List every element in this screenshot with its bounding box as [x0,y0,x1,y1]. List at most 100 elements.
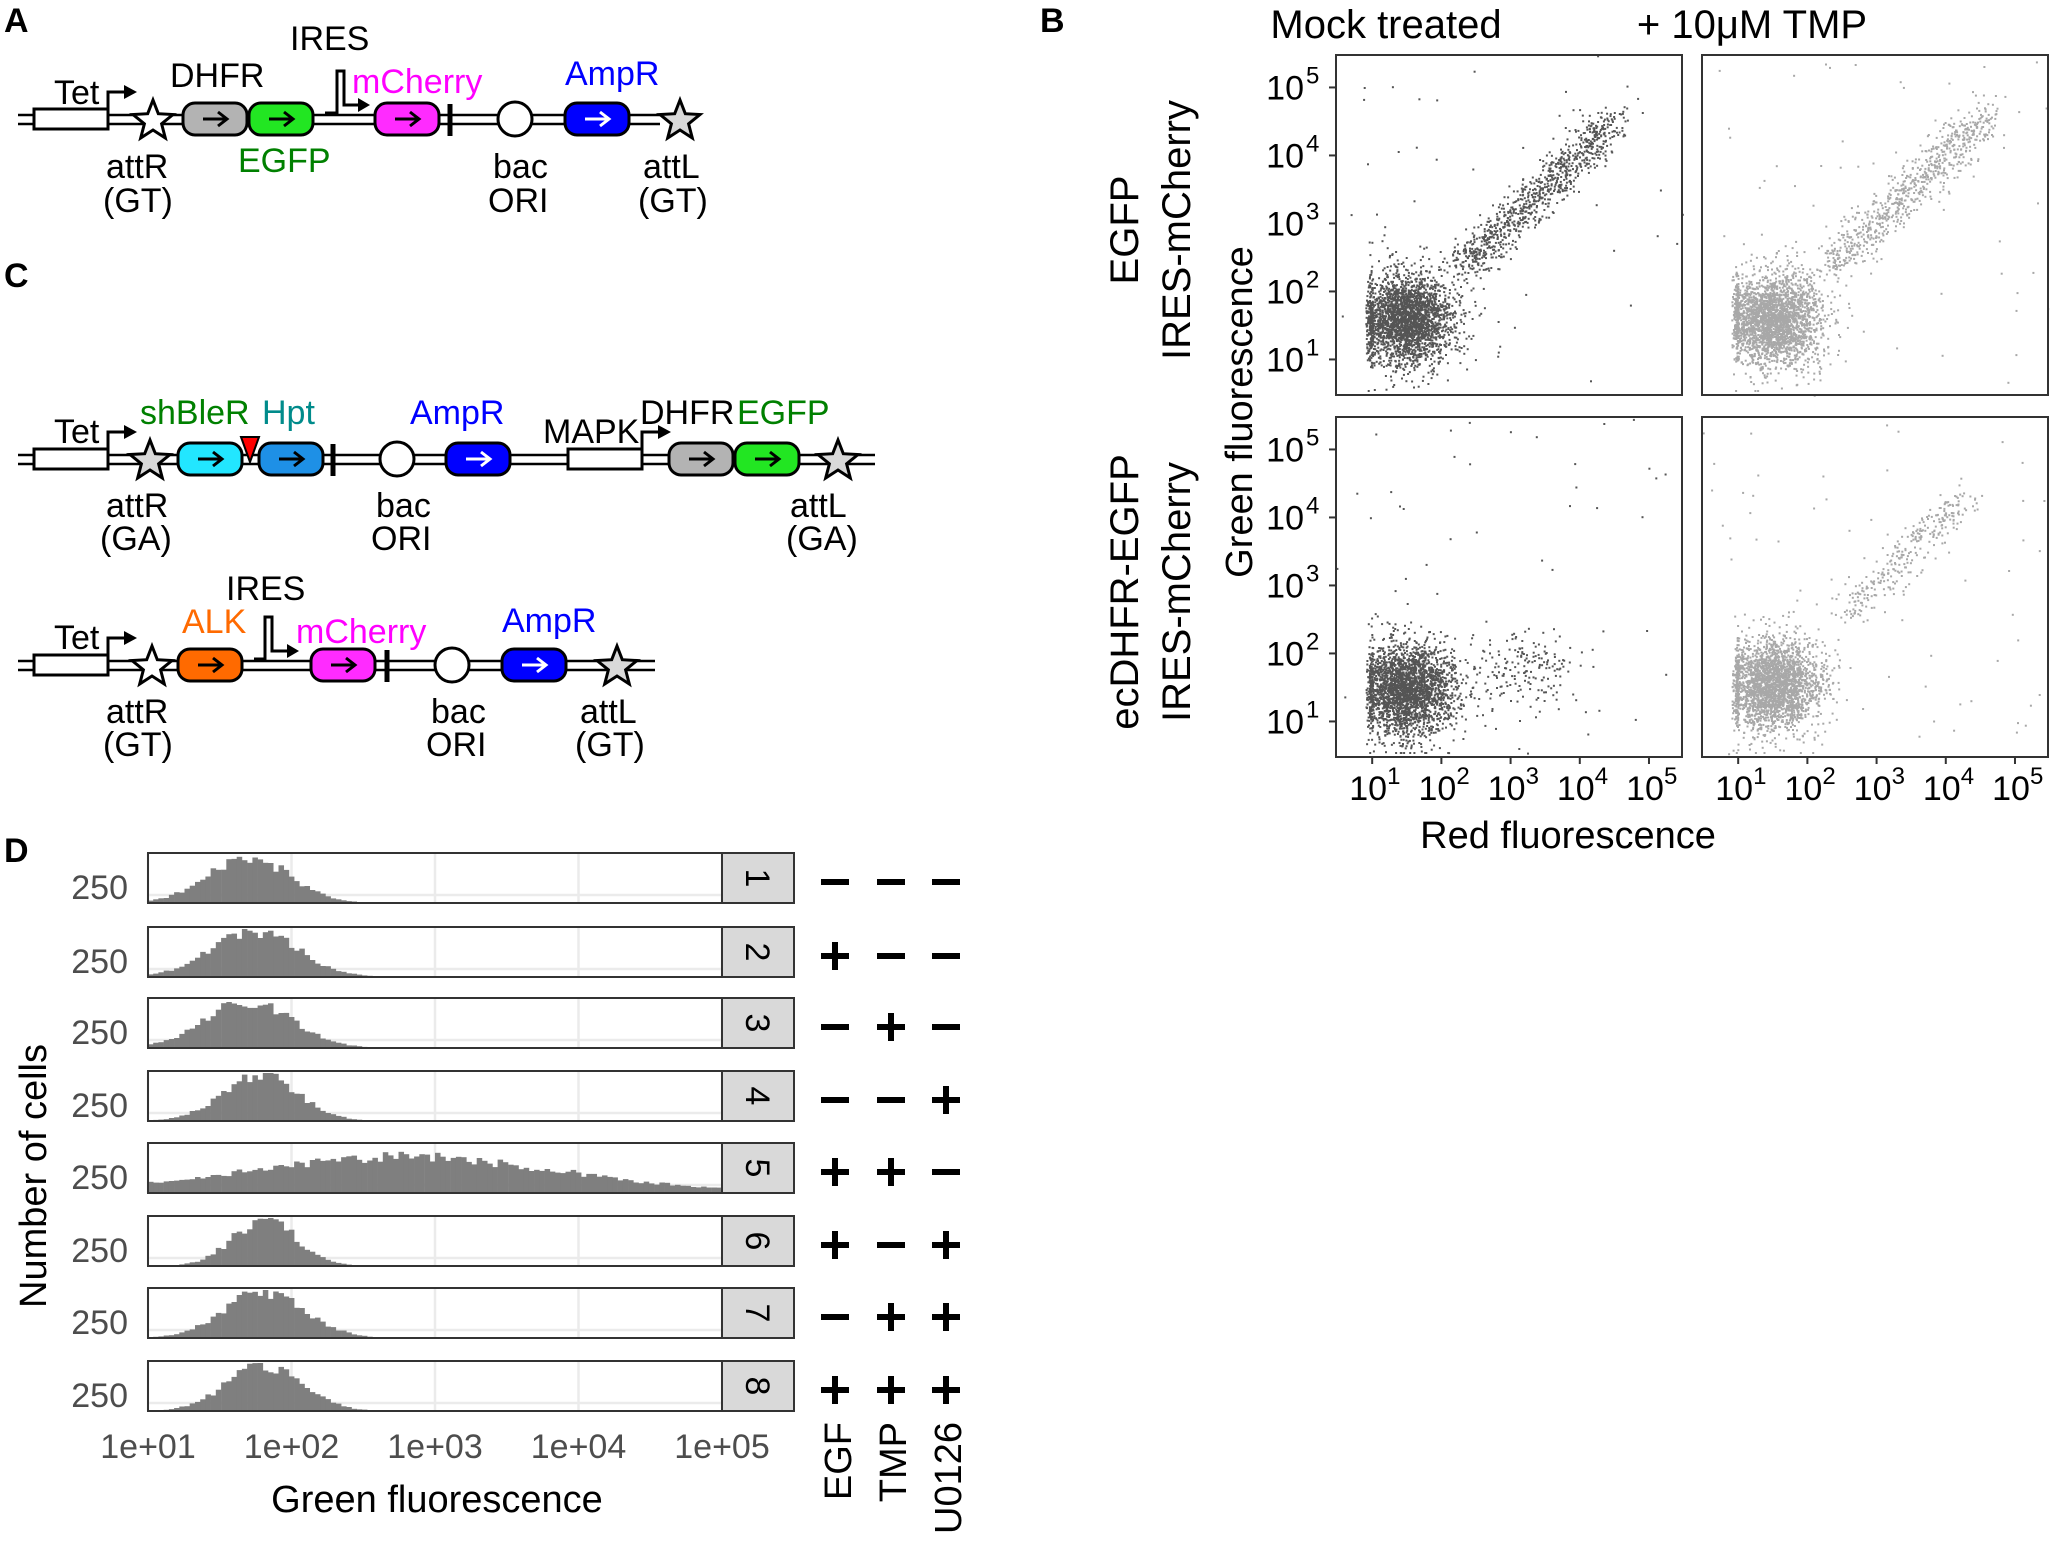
scatter-point [1465,255,1468,258]
scatter-point [1735,275,1738,278]
scatter-point [1804,310,1807,313]
scatter-point [1393,330,1396,333]
attr-star-icon [129,95,177,142]
scatter-point [1363,98,1366,101]
scatter-point [1577,172,1580,175]
scatter-point [1787,293,1790,296]
scatter-point [1484,254,1487,256]
arrow-right-icon [269,110,296,128]
scatter-point [1367,310,1370,313]
scatter-point [1430,329,1433,332]
scatter-point [1512,190,1515,193]
scatter-point [1813,330,1816,333]
scatter-point [1558,114,1561,117]
scatter-point [1419,294,1422,297]
scatter-point [1456,252,1459,255]
scatter-point [1539,218,1542,221]
scatter-point [1763,376,1766,379]
scatter-point [1415,295,1418,298]
scatter-point [1596,125,1599,128]
scatter-point [1367,349,1370,352]
scatter-point [1519,198,1522,201]
label-attr-sub: (GA) [100,520,172,558]
scatter-point [1560,148,1562,151]
scatter-point [1386,320,1389,322]
scatter-point [1380,343,1383,346]
scatter-point [1473,70,1476,73]
scatter-point [1395,335,1398,338]
scatter-point [1620,113,1623,116]
scatter-point [1544,176,1547,179]
scatter-point [1522,216,1525,219]
scatter-point [1447,296,1450,299]
scatter-point [1441,335,1444,338]
scatter-point [1787,305,1790,308]
scatter-point [1471,252,1474,255]
scatter-point [1411,333,1414,336]
scatter-point [1368,311,1371,314]
scatter-point [1423,347,1425,350]
tet-promoter-box [32,653,110,677]
scatter-point [1414,333,1417,336]
scatter-point [1759,356,1762,359]
scatter-point [1430,377,1433,380]
scatter-point [1762,303,1765,305]
scatter-point [1472,168,1475,171]
scatter-point [1739,301,1742,304]
scatter-point [1402,289,1405,292]
scatter-point [1379,357,1382,360]
scatter-point [1537,221,1540,224]
scatter-point [1595,153,1598,156]
scatter-point [1417,297,1420,300]
scatter-point [1500,207,1503,210]
scatter-point [1502,247,1505,250]
scatter-point [1483,228,1486,231]
scatter-point [1803,326,1806,329]
scatter-point [1396,350,1399,353]
scatter-point [1367,390,1370,392]
scatter-point [1457,258,1460,261]
scatter-point [1368,342,1371,345]
scatter-point [1432,350,1434,353]
scatter-point [1385,346,1388,349]
arrow-right-icon [466,450,493,468]
scatter-point [1366,295,1369,298]
scatter-point [1474,260,1477,263]
scatter-point [1474,359,1477,362]
scatter-point [1402,335,1405,338]
scatter-point [1430,311,1433,314]
scatter-point [1741,305,1744,308]
scatter-point [1463,312,1466,315]
scatter-point [1521,189,1524,192]
scatter-point [1479,250,1482,252]
scatter-point [1793,271,1796,274]
scatter-point [1468,335,1471,338]
scatter-point [1412,360,1415,363]
scatter-point [1593,135,1596,138]
scatter-point [1415,146,1418,149]
scatter-point [1526,206,1529,209]
scatter-point [1418,309,1421,311]
scatter-point [1591,131,1594,134]
scatter-point [1440,275,1443,277]
y-axis-title: Green fluorescence [1219,246,1261,578]
scatter-point [1563,162,1566,165]
scatter-point [1370,314,1373,317]
scatter-point [1463,331,1466,334]
scatter-point [1576,149,1578,152]
scatter-point [1400,313,1403,316]
scatter-point [1767,345,1770,348]
scatter-point [1428,301,1431,304]
scatter-point [1626,85,1629,88]
scatter-point [1425,316,1428,319]
scatter-point [1521,194,1524,197]
scatter-point [1545,154,1548,157]
scatter-point [1368,285,1371,288]
scatter-point [1371,288,1374,291]
scatter-point [1387,347,1390,350]
scatter-point [1387,289,1390,292]
scatter-point [1423,291,1426,294]
scatter-point [1732,298,1735,300]
scatter-point [1567,154,1570,157]
scatter-point [1534,226,1536,229]
